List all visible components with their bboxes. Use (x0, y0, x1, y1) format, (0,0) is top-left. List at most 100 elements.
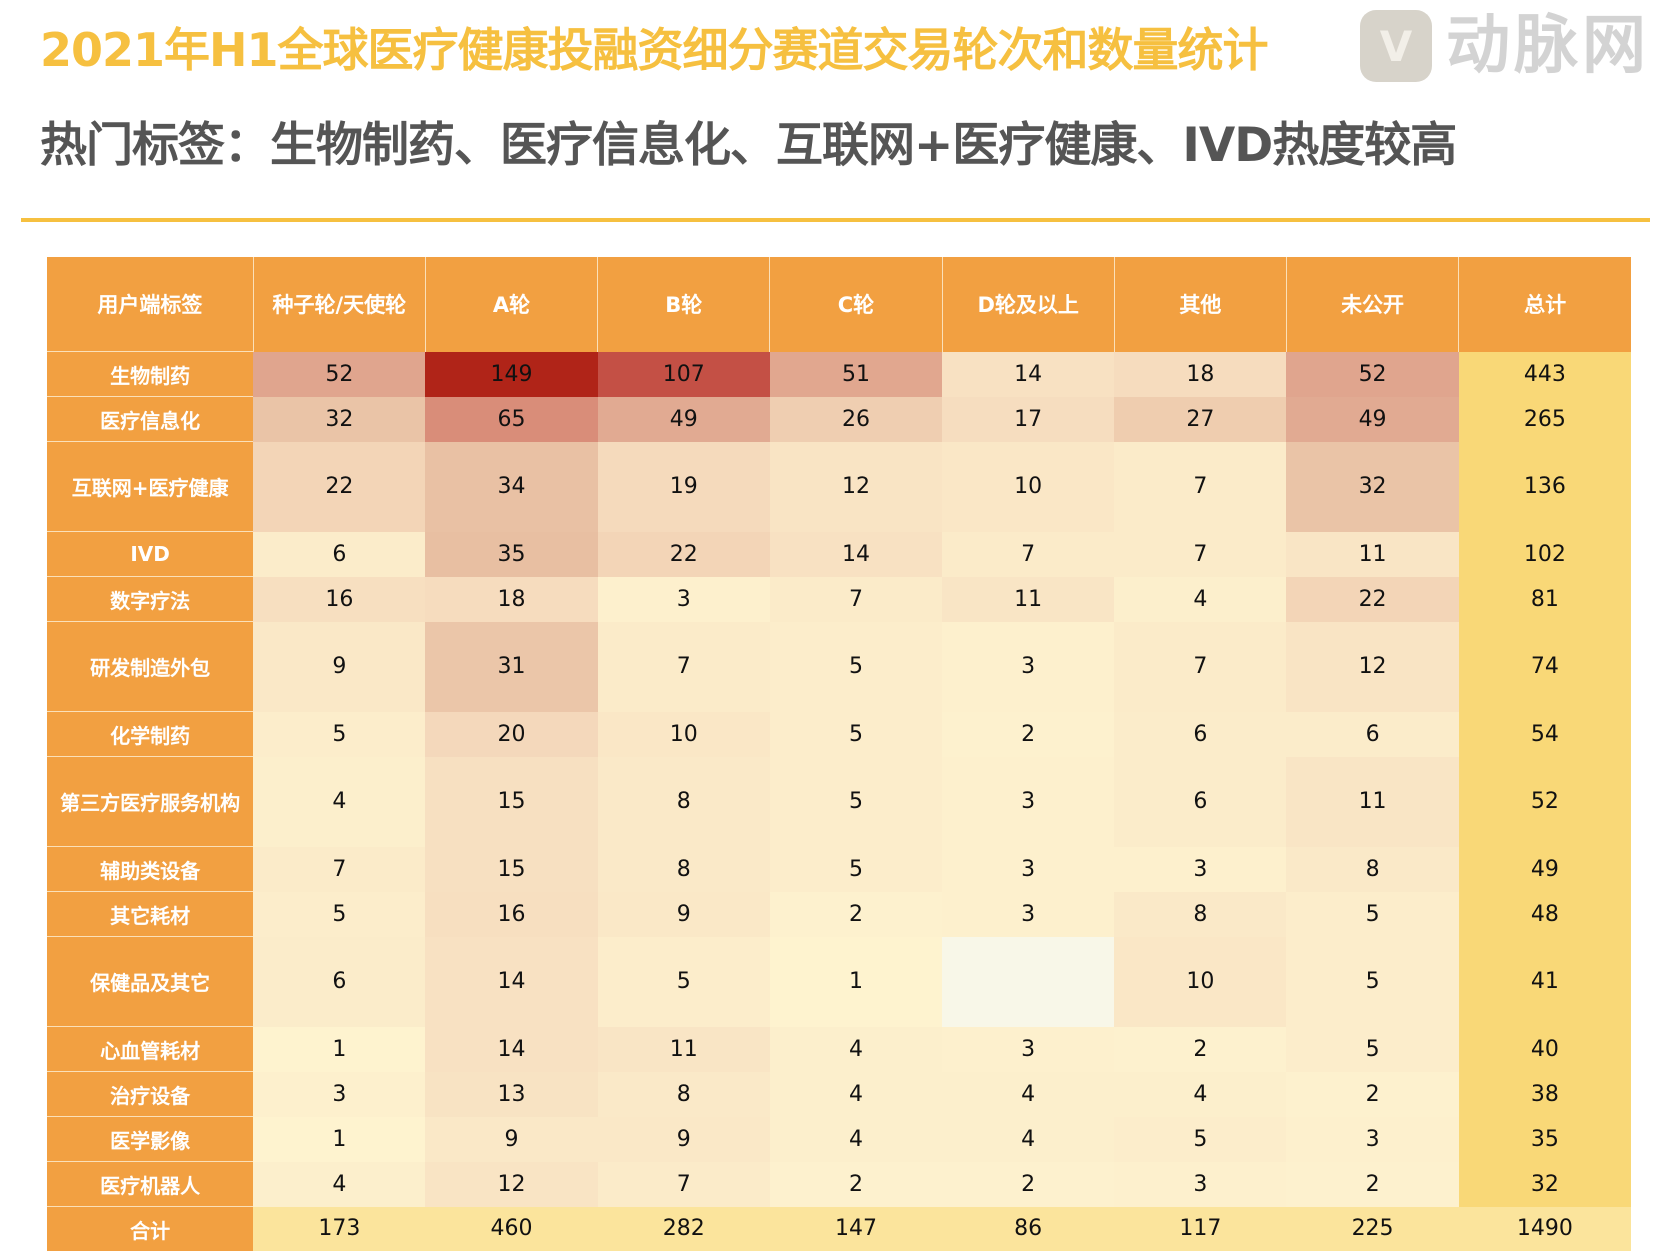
heat-cell: 7 (597, 621, 770, 712)
row-label: 生物制药 (47, 351, 254, 397)
heat-cell: 4 (253, 1161, 426, 1207)
heat-cell: 6 (1114, 711, 1287, 757)
heat-cell: 8 (1114, 891, 1287, 937)
total-cell: 49 (1458, 846, 1631, 892)
heat-cell: 149 (425, 351, 598, 397)
heat-cell: 3 (942, 846, 1115, 892)
heat-cell: 5 (253, 891, 426, 937)
heat-cell: 5 (1286, 1026, 1459, 1072)
total-cell: 265 (1458, 396, 1631, 442)
heat-cell: 18 (1114, 351, 1287, 397)
table-row: 其它耗材 5 16 9 2 3 8 5 48 (47, 891, 1631, 937)
header-row: 用户端标签 种子轮/天使轮 A轮 B轮 C轮 D轮及以上 其他 未公开 总计 (47, 257, 1631, 352)
heat-cell: 2 (769, 1161, 943, 1207)
total-cell: 1490 (1458, 1206, 1631, 1251)
total-cell: 54 (1458, 711, 1631, 757)
total-cell: 81 (1458, 576, 1631, 622)
table-row: 医疗信息化 32 65 49 26 17 27 49 265 (47, 396, 1631, 442)
heat-cell: 4 (769, 1071, 943, 1117)
heat-cell: 2 (769, 891, 943, 937)
heat-cell: 1 (253, 1116, 426, 1162)
table-row: 互联网+医疗健康 22 34 19 12 10 7 32 136 (47, 441, 1631, 532)
heat-cell: 13 (425, 1071, 598, 1117)
heat-cell: 1 (253, 1026, 426, 1072)
heat-cell: 3 (942, 756, 1115, 847)
heat-cell: 32 (253, 396, 426, 442)
heat-cell: 460 (425, 1206, 598, 1251)
table-row: 心血管耗材 1 14 11 4 3 2 5 40 (47, 1026, 1631, 1072)
heat-cell: 7 (1114, 441, 1287, 532)
heat-cell: 117 (1114, 1206, 1287, 1251)
heat-cell: 2 (1286, 1161, 1459, 1207)
column-header: B轮 (597, 257, 770, 352)
heat-cell: 3 (253, 1071, 426, 1117)
heat-cell: 6 (253, 531, 426, 577)
watermark-text: 动脉网 (1446, 9, 1650, 83)
heat-cell: 11 (942, 576, 1115, 622)
heat-cell: 5 (769, 621, 943, 712)
row-label: 数字疗法 (47, 576, 254, 622)
heat-cell: 15 (425, 756, 598, 847)
heat-cell: 4 (253, 756, 426, 847)
heat-cell: 3 (597, 576, 770, 622)
column-header: C轮 (769, 257, 943, 352)
heat-cell: 9 (597, 1116, 770, 1162)
heat-cell: 5 (597, 936, 770, 1027)
heat-cell: 5 (1286, 936, 1459, 1027)
heat-cell: 4 (769, 1116, 943, 1162)
heatmap-table: 用户端标签 种子轮/天使轮 A轮 B轮 C轮 D轮及以上 其他 未公开 总计 生物制药 52 149… (47, 257, 1631, 1251)
total-cell: 38 (1458, 1071, 1631, 1117)
row-label: 心血管耗材 (47, 1026, 254, 1072)
row-label: 合计 (47, 1206, 254, 1251)
heat-cell: 9 (425, 1116, 598, 1162)
heat-cell: 32 (1286, 441, 1459, 532)
row-label: 其它耗材 (47, 891, 254, 937)
heat-cell: 4 (942, 1071, 1115, 1117)
heat-cell: 173 (253, 1206, 426, 1251)
heat-cell: 5 (769, 846, 943, 892)
heat-cell: 49 (1286, 396, 1459, 442)
table-row: 化学制药 5 20 10 5 2 6 6 54 (47, 711, 1631, 757)
heat-cell: 8 (597, 1071, 770, 1117)
column-header: 未公开 (1285, 257, 1459, 352)
heat-cell: 5 (253, 711, 426, 757)
heat-cell: 11 (1286, 531, 1459, 577)
total-cell: 48 (1458, 891, 1631, 937)
heat-cell: 17 (942, 396, 1115, 442)
total-cell: 41 (1458, 936, 1631, 1027)
heat-cell: 5 (769, 711, 943, 757)
heat-cell: 31 (425, 621, 598, 712)
heat-cell (942, 936, 1115, 1027)
heat-cell: 4 (1114, 576, 1287, 622)
heat-cell: 9 (597, 891, 770, 937)
heat-cell: 52 (1286, 351, 1459, 397)
heat-cell: 11 (1286, 756, 1459, 847)
heat-cell: 7 (1114, 621, 1287, 712)
heat-cell: 10 (942, 441, 1115, 532)
column-header: 用户端标签 (47, 257, 254, 352)
heat-cell: 26 (769, 396, 943, 442)
table-row: IVD 6 35 22 14 7 7 11 102 (47, 531, 1631, 577)
total-cell: 136 (1458, 441, 1631, 532)
heat-cell: 10 (1114, 936, 1287, 1027)
heat-cell: 6 (1286, 711, 1459, 757)
heat-cell: 147 (769, 1206, 943, 1251)
table-row: 治疗设备 3 13 8 4 4 4 2 38 (47, 1071, 1631, 1117)
total-cell: 443 (1458, 351, 1631, 397)
table-row: 保健品及其它 6 14 5 1 10 5 41 (47, 936, 1631, 1027)
heat-cell: 49 (597, 396, 770, 442)
heat-cell: 9 (253, 621, 426, 712)
heat-cell: 16 (253, 576, 426, 622)
heat-cell: 3 (1114, 846, 1287, 892)
heat-cell: 34 (425, 441, 598, 532)
heat-cell: 7 (253, 846, 426, 892)
heat-cell: 35 (425, 531, 598, 577)
heat-cell: 52 (253, 351, 426, 397)
heat-cell: 22 (253, 441, 426, 532)
page-title: 2021年H1全球医疗健康投融资细分赛道交易轮次和数量统计 (40, 23, 1269, 77)
table-row: 医疗机器人 4 12 7 2 2 3 2 32 (47, 1161, 1631, 1207)
row-label: 医学影像 (47, 1116, 254, 1162)
heat-cell: 3 (942, 621, 1115, 712)
column-header: 总计 (1458, 257, 1631, 352)
row-label: 医疗机器人 (47, 1161, 254, 1207)
